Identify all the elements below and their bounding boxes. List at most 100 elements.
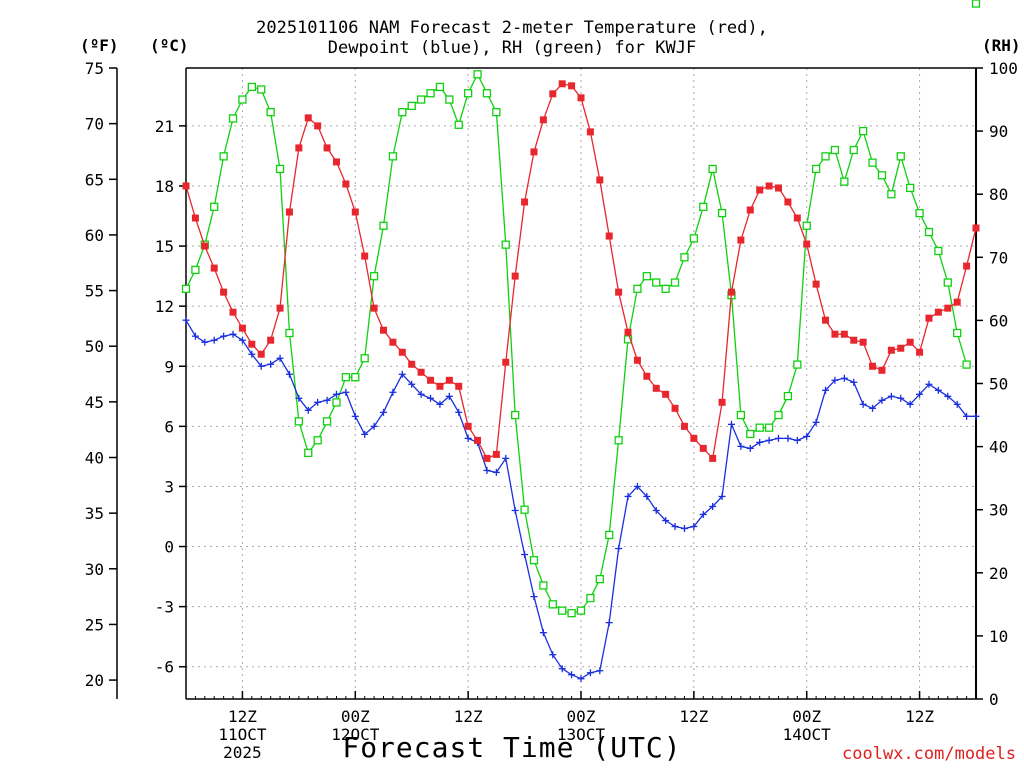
dewpoint-point — [944, 392, 952, 400]
temperature-point — [417, 368, 425, 376]
dewpoint-point — [229, 330, 237, 338]
dewpoint-point — [897, 394, 905, 402]
temperature-point — [709, 454, 717, 462]
rh-point — [228, 114, 238, 123]
series-temperature — [182, 80, 980, 462]
fahrenheit-tick-label: 60 — [85, 226, 104, 245]
temperature-point — [323, 144, 331, 152]
rh-point — [708, 164, 717, 174]
rh-point — [548, 600, 557, 609]
temperature-point — [464, 422, 472, 430]
rh-point — [567, 609, 576, 618]
temperature-point — [427, 376, 435, 384]
rh-point — [369, 272, 379, 281]
rh-point — [614, 436, 623, 445]
dewpoint-point — [201, 338, 209, 346]
rh-point — [595, 574, 604, 584]
dewpoint-point — [746, 444, 754, 452]
rh-point — [257, 85, 266, 94]
dewpoint-point — [775, 434, 782, 442]
temperature-point — [727, 288, 735, 296]
temperature-point — [380, 326, 387, 334]
dewpoint-point — [285, 370, 293, 378]
dewpoint-point — [887, 392, 895, 400]
x-tick-label: 12Z — [228, 707, 257, 726]
rh-point — [398, 108, 407, 117]
temperature-point — [586, 128, 594, 136]
rh-point — [915, 208, 924, 218]
rh-tick-label: 80 — [989, 185, 1008, 204]
rh-point — [529, 556, 539, 565]
rh-point — [416, 95, 426, 104]
temperature-point — [793, 214, 801, 222]
dewpoint-line — [185, 319, 976, 680]
dewpoint-point — [662, 516, 670, 524]
temperature-point — [859, 338, 867, 346]
x-axis-label: Forecast Time (UTC) — [342, 731, 682, 764]
rh-point — [868, 158, 877, 167]
temperature-point — [615, 288, 623, 296]
dewpoint-point — [840, 374, 848, 382]
rh-point — [304, 448, 313, 458]
rh-point — [689, 234, 699, 243]
temperature-point — [822, 316, 830, 324]
celsius-tick-label: 0 — [164, 538, 174, 557]
dewpoint-point — [389, 388, 397, 396]
fahrenheit-tick-label: 55 — [85, 282, 104, 301]
rh-point — [821, 152, 830, 161]
rh-point — [830, 145, 840, 155]
rh-point — [407, 101, 416, 111]
dewpoint-point — [511, 506, 519, 514]
dewpoint-point — [257, 362, 265, 370]
rh-point — [501, 240, 510, 249]
temperature-point — [803, 240, 811, 248]
dewpoint-point — [323, 396, 331, 404]
rh-tick-label: 10 — [989, 627, 1008, 646]
temperature-point — [812, 280, 820, 288]
temperature-point — [916, 348, 924, 356]
rh-point — [322, 417, 332, 426]
rh-point — [511, 410, 520, 420]
rh-point — [793, 360, 802, 369]
dewpoint-point — [596, 667, 604, 675]
rh-point — [652, 278, 661, 287]
temperature-point — [746, 206, 754, 214]
rh-point — [896, 152, 905, 161]
rh-point — [670, 278, 680, 287]
series-rh — [181, 0, 981, 618]
grid-lines — [186, 68, 976, 699]
fahrenheit-tick-label: 50 — [85, 337, 104, 356]
temperature-point — [756, 186, 764, 194]
temperature-point — [718, 398, 726, 406]
dewpoint-point — [332, 390, 340, 398]
rh-point — [887, 190, 896, 199]
credit-link[interactable]: coolwx.com/models — [842, 744, 1016, 764]
rh-point — [492, 108, 501, 117]
temperature-point — [408, 360, 416, 368]
celsius-tick-label: 3 — [164, 477, 174, 496]
temperature-point — [182, 182, 190, 190]
dewpoint-point — [483, 466, 491, 474]
dewpoint-point — [803, 432, 811, 440]
dewpoint-point — [436, 400, 444, 408]
rh-point — [623, 335, 633, 344]
temperature-point — [314, 122, 322, 130]
rh-point — [877, 171, 887, 180]
temperature-point — [220, 288, 228, 296]
temperature-point — [953, 298, 961, 306]
rh-point — [181, 284, 191, 294]
rh-point — [341, 373, 351, 382]
temperature-point — [361, 252, 369, 260]
dewpoint-point — [295, 394, 303, 402]
rh-point — [774, 410, 783, 420]
x-tick-label: 12Z — [905, 707, 934, 726]
temperature-point — [897, 344, 905, 352]
dewpoint-point — [615, 545, 623, 553]
fahrenheit-tick-label: 65 — [85, 170, 104, 189]
rh-point — [680, 253, 689, 262]
temperature-point — [568, 82, 576, 90]
rh-point — [388, 152, 398, 161]
rh-point — [934, 246, 943, 256]
temperature-point — [972, 224, 980, 232]
temperature-point — [445, 376, 453, 384]
